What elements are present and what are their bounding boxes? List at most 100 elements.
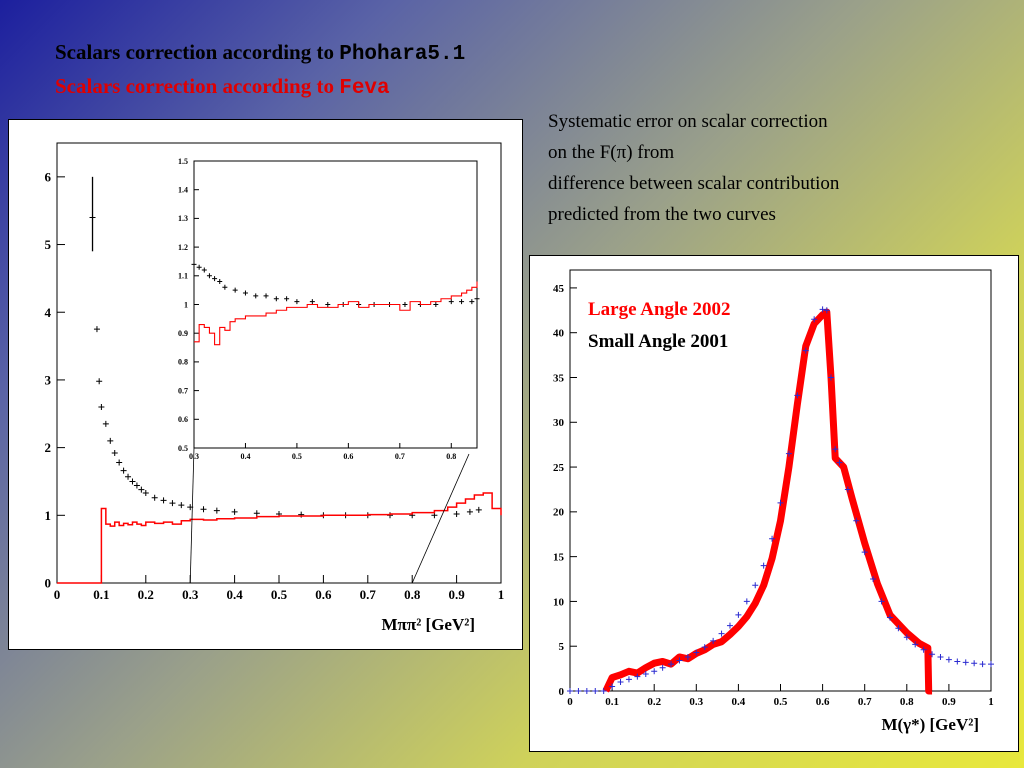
title-line2-code: Feva (339, 77, 390, 100)
right-series-1-point (988, 661, 994, 668)
right-series-1-point (878, 598, 885, 605)
right-series-1-point (945, 656, 952, 663)
right-series-1-point (794, 392, 801, 399)
main-series-0-point (142, 489, 149, 496)
main-y-tick-label: 0 (45, 576, 52, 591)
main-x-tick-label: 0.4 (226, 587, 243, 602)
right-series-1-point (701, 644, 708, 651)
inset-series-0-point (469, 299, 475, 305)
main-series-0-point (93, 326, 100, 333)
right-series-1-point (920, 646, 927, 653)
right-series-1-point (802, 347, 809, 354)
right-series-1-point (836, 459, 843, 466)
main-series-0-point (96, 378, 103, 385)
inset-x-tick-label: 0.6 (343, 452, 353, 461)
right-series-1-point (954, 658, 961, 665)
right-series-1-point (823, 307, 830, 314)
right-x-tick-label: 0.1 (605, 696, 619, 708)
main-x-tick-label: 0.1 (93, 587, 109, 602)
main-x-tick-label: 0.3 (182, 587, 199, 602)
inset-y-tick-label: 0.7 (178, 386, 188, 395)
right-series-1-point (726, 622, 733, 629)
right-series-1-point (575, 688, 582, 694)
right-series-1-point (634, 673, 641, 680)
inset-series-0-point (402, 302, 408, 307)
main-x-axis-label: Mππ² [GeV²] (382, 615, 475, 634)
title-line2-text: Scalars correction according to (55, 74, 340, 98)
slide-title-line1: Scalars correction according to Phohara5… (55, 40, 465, 66)
right-series-1-point (937, 653, 944, 660)
right-series-1-point (760, 562, 767, 569)
inset-series-0-point (212, 276, 218, 282)
inset-series-0-point (222, 284, 228, 290)
inset-y-tick-label: 1 (184, 300, 188, 309)
right-plot: 0 0.1 0.2 0.3 0.4 0.5 0.6 0.7 0.8 0.9 105101520253… (553, 269, 994, 708)
right-x-tick-label: 1 (988, 696, 994, 708)
right-series-1-point (592, 688, 599, 694)
inset-series-0-point (232, 287, 238, 293)
right-series-1-point (668, 661, 675, 668)
right-series-1-point (912, 641, 919, 648)
right-series-1-point (600, 688, 607, 694)
inset-series-1-step (194, 281, 478, 346)
inset-series-0-point (294, 299, 300, 305)
inset-series-0-point (325, 302, 331, 307)
right-chart-panel: 0 0.1 0.2 0.3 0.4 0.5 0.6 0.7 0.8 0.9 1 0 5 10 15 20 25 3… (529, 255, 1019, 752)
main-series-0-point (120, 467, 127, 474)
left-chart-panel: 00.10.20.30.40.50.60.70.80.9101234560.30… (8, 119, 523, 650)
right-series-1-point (567, 688, 573, 694)
right-y-tick-label: 5 (559, 641, 565, 653)
inset-x-tick-label: 0.5 (292, 452, 302, 461)
right-series-1-point (861, 549, 868, 556)
main-series-0-point (466, 508, 473, 515)
main-series-0-point (111, 450, 118, 457)
right-series-1-point (676, 657, 683, 664)
main-y-tick-label: 6 (45, 169, 52, 184)
right-series-1-point (785, 450, 792, 457)
main-y-tick-label: 3 (45, 372, 52, 387)
main-series-0-point (178, 502, 185, 509)
right-y-tick-label: 25 (553, 462, 565, 474)
right-series-1-point (769, 535, 776, 542)
right-series-1-point (895, 625, 902, 632)
right-x-tick-label: 0.6 (816, 696, 830, 708)
main-series-0-point (253, 510, 260, 517)
inset-series-0-point (253, 293, 259, 299)
inset-y-tick-label: 1.2 (178, 243, 188, 252)
right-series-1-point (651, 668, 658, 675)
inset-y-tick-label: 1.1 (178, 272, 188, 281)
inset-x-tick-label: 0.4 (240, 452, 250, 461)
main-series-0-point (133, 482, 140, 489)
inset-series-0-point (263, 293, 269, 299)
main-series-0-point (151, 494, 158, 501)
inset-series-0-point (433, 302, 439, 307)
right-y-tick-label: 35 (553, 372, 565, 384)
scalar-correction-chart: 00.10.20.30.40.50.60.70.80.9101234560.30… (45, 142, 504, 634)
note-line: Systematic error on scalar correction (548, 111, 828, 132)
legend-entry: Small Angle 2001 (588, 331, 728, 352)
main-series-0-point (129, 478, 136, 485)
right-series-1-point (853, 517, 860, 524)
right-x-tick-label: 0.9 (942, 696, 956, 708)
inset-series-0-point (448, 299, 454, 305)
right-series-1-point (929, 651, 936, 658)
right-series-1-point (642, 670, 649, 677)
inset-y-tick-label: 0.8 (178, 358, 188, 367)
right-series-1-point (617, 679, 624, 686)
main-series-0-point (98, 404, 105, 410)
inset-y-tick-label: 0.6 (178, 415, 188, 424)
right-series-1-point (962, 659, 969, 666)
main-x-tick-label: 0.8 (404, 587, 421, 602)
right-series-1-point (971, 660, 978, 667)
main-x-tick-label: 0.7 (360, 587, 377, 602)
right-series-1-point (735, 611, 742, 618)
main-series-0-point (453, 510, 460, 517)
inset-series-0-point (217, 279, 223, 285)
inset-series-0-point (196, 264, 202, 270)
note-line: on the F(π) from (548, 142, 675, 163)
main-series-0-point (169, 500, 176, 507)
right-series-1-point (832, 446, 839, 453)
inset-series-0-point (309, 299, 315, 305)
inset-series-0-point (273, 296, 279, 302)
main-y-tick-label: 5 (45, 237, 52, 252)
